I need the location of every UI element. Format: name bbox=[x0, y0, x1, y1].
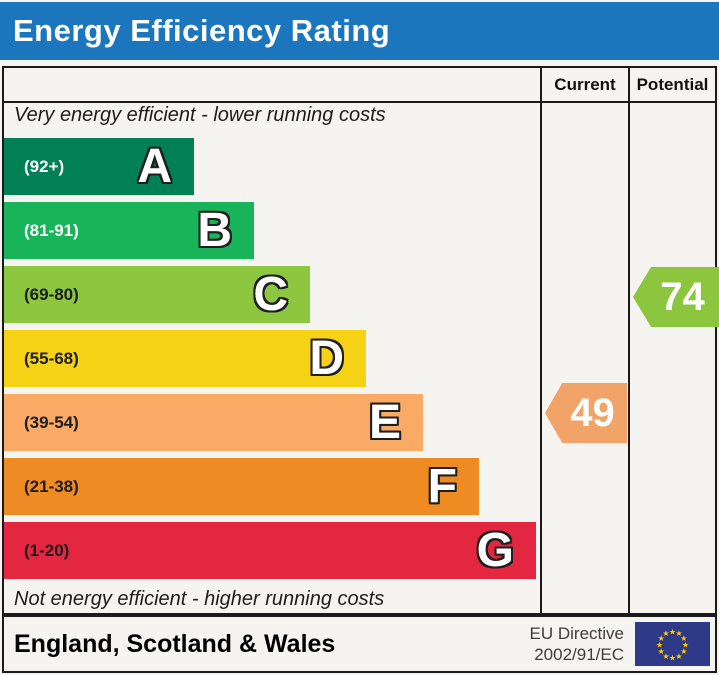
eu-directive-line2: 2002/91/EC bbox=[534, 645, 624, 664]
band-range-label: (92+) bbox=[24, 157, 65, 176]
svg-text:★: ★ bbox=[658, 647, 665, 656]
band-range-label: (21-38) bbox=[24, 477, 79, 496]
band-letter: A bbox=[137, 140, 172, 193]
svg-text:★: ★ bbox=[680, 634, 687, 643]
eu-flag-icon: ★ ★ ★ ★ ★ ★ ★ ★ ★ ★ ★ ★ bbox=[635, 622, 710, 666]
band-c: (69-80) C bbox=[4, 266, 310, 323]
column-header-potential: Potential bbox=[636, 75, 709, 94]
band-range-label: (55-68) bbox=[24, 349, 79, 368]
caption-very-efficient: Very energy efficient - lower running co… bbox=[14, 104, 386, 126]
svg-text:★: ★ bbox=[675, 629, 682, 638]
eu-directive-label: EU Directive 2002/91/EC bbox=[530, 623, 624, 666]
svg-text:★: ★ bbox=[669, 654, 676, 663]
band-letter: C bbox=[253, 268, 288, 321]
page-title: Energy Efficiency Rating bbox=[13, 13, 391, 48]
band-a: (92+) A bbox=[4, 138, 194, 195]
band-letter: B bbox=[197, 204, 232, 257]
svg-text:★: ★ bbox=[669, 628, 676, 637]
current-rating-value: 49 bbox=[570, 390, 615, 435]
eu-directive-line1: EU Directive bbox=[529, 623, 624, 643]
band-range-label: (69-80) bbox=[24, 285, 79, 304]
band-letter: G bbox=[476, 524, 514, 577]
eu-flag-stars: ★ ★ ★ ★ ★ ★ ★ ★ ★ ★ ★ ★ bbox=[656, 628, 689, 663]
svg-text:★: ★ bbox=[662, 652, 669, 661]
svg-text:★: ★ bbox=[656, 641, 663, 650]
header-divider bbox=[4, 101, 715, 103]
svg-text:★: ★ bbox=[675, 652, 682, 661]
band-d: (55-68) D bbox=[4, 330, 366, 387]
caption-not-efficient: Not energy efficient - higher running co… bbox=[14, 588, 385, 610]
potential-rating-value: 74 bbox=[660, 274, 705, 319]
footer-bar: England, Scotland & Wales EU Directive 2… bbox=[2, 615, 717, 673]
column-divider-potential bbox=[628, 68, 630, 613]
svg-text:★: ★ bbox=[662, 629, 669, 638]
band-range-label: (81-91) bbox=[24, 221, 79, 240]
potential-rating-arrow: 74 bbox=[633, 267, 719, 327]
band-letter: F bbox=[427, 460, 457, 513]
band-range-label: (1-20) bbox=[24, 541, 70, 560]
band-f: (21-38) F bbox=[4, 458, 479, 515]
svg-text:★: ★ bbox=[658, 634, 665, 643]
band-letter: D bbox=[309, 332, 344, 385]
eu-flag-field bbox=[635, 622, 710, 666]
band-letter: E bbox=[368, 396, 401, 449]
svg-text:★: ★ bbox=[682, 641, 689, 650]
band-g: (1-20) G bbox=[4, 522, 536, 579]
rating-table: Current Potential Very energy efficient … bbox=[2, 66, 719, 615]
column-header-current: Current bbox=[554, 75, 616, 94]
title-bar: Energy Efficiency Rating bbox=[0, 2, 719, 60]
band-e: (39-54) E bbox=[4, 394, 423, 451]
region-label: England, Scotland & Wales bbox=[14, 629, 336, 658]
column-divider-current bbox=[540, 68, 542, 613]
band-range-label: (39-54) bbox=[24, 413, 79, 432]
current-rating-arrow: 49 bbox=[545, 383, 627, 443]
band-b: (81-91) B bbox=[4, 202, 254, 259]
svg-text:★: ★ bbox=[680, 647, 687, 656]
